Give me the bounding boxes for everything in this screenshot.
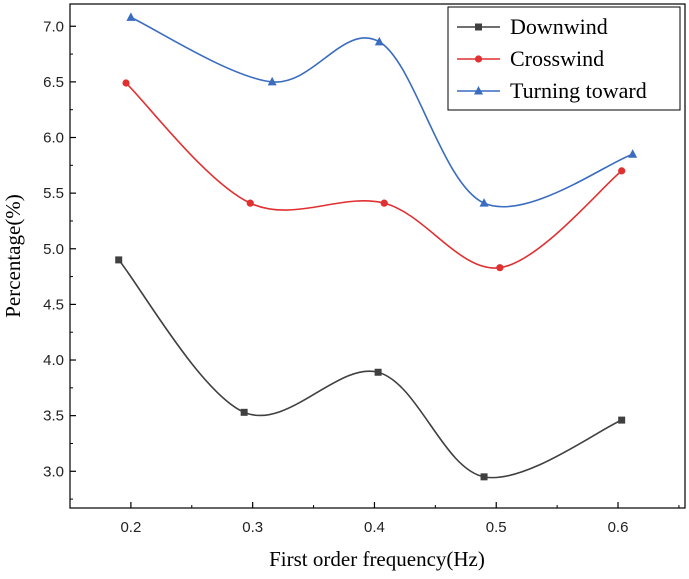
- y-tick-label: 4.0: [43, 352, 64, 369]
- y-tick-label: 3.5: [43, 408, 64, 425]
- data-point: [374, 368, 382, 376]
- y-tick-label: 5.0: [43, 241, 64, 258]
- legend-marker: [475, 23, 482, 31]
- data-point: [374, 36, 384, 46]
- y-axis-ticks: 3.0 3.5 4.0 4.5 5.0 5.5 6.0 6.5 7.0: [43, 18, 76, 500]
- x-tick-label: 0.2: [120, 519, 141, 536]
- legend-item: Crosswind: [457, 46, 604, 71]
- data-point: [480, 473, 488, 481]
- data-point: [479, 198, 489, 207]
- legend-label: Downwind: [510, 14, 608, 39]
- x-axis-title: First order frequency(Hz): [269, 547, 485, 571]
- series-layer: [115, 12, 638, 481]
- y-tick-label: 4.5: [43, 296, 64, 313]
- plot-frame: [69, 3, 686, 509]
- y-axis-title: Percentage(%): [1, 194, 25, 318]
- data-point: [618, 416, 626, 424]
- series-crosswind: [122, 79, 626, 272]
- data-point: [246, 199, 254, 207]
- data-point: [496, 264, 504, 272]
- legend: Downwind Crosswind Turning toward: [447, 6, 681, 111]
- y-tick-label: 7.0: [43, 18, 64, 35]
- legend-item: Downwind: [457, 14, 608, 39]
- series-line: [125, 82, 623, 269]
- data-point: [380, 199, 388, 207]
- series-downwind: [115, 256, 626, 481]
- legend-item: Turning toward: [457, 78, 647, 103]
- legend-marker: [474, 86, 483, 95]
- x-tick-label: 0.3: [242, 519, 263, 536]
- x-axis-ticks: 0.2 0.3 0.4 0.5 0.6: [69, 502, 680, 536]
- y-tick-label: 6.5: [43, 74, 64, 91]
- x-tick-label: 0.4: [364, 519, 385, 536]
- data-point: [267, 76, 277, 86]
- data-point: [115, 256, 123, 264]
- series-turning-toward: [126, 12, 638, 208]
- legend-marker: [474, 55, 483, 63]
- legend-label: Crosswind: [510, 46, 604, 71]
- x-tick-label: 0.5: [486, 519, 507, 536]
- data-point: [122, 79, 130, 87]
- data-point: [628, 149, 638, 158]
- data-point: [240, 408, 248, 416]
- data-point: [618, 167, 626, 175]
- y-tick-label: 6.0: [43, 130, 64, 147]
- data-point: [126, 12, 136, 21]
- x-tick-label: 0.6: [608, 519, 629, 536]
- y-tick-label: 5.5: [43, 185, 64, 202]
- y-tick-label: 3.0: [43, 463, 64, 480]
- legend-label: Turning toward: [510, 78, 647, 103]
- series-line: [118, 259, 622, 479]
